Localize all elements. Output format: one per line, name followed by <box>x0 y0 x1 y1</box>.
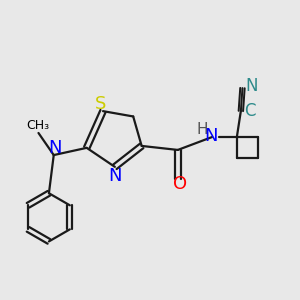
Text: N: N <box>204 127 218 145</box>
Text: CH₃: CH₃ <box>26 119 50 132</box>
Text: C: C <box>244 102 255 120</box>
Text: N: N <box>49 139 62 157</box>
Text: H: H <box>196 122 208 137</box>
Text: N: N <box>245 77 258 95</box>
Text: O: O <box>173 175 187 193</box>
Text: S: S <box>95 95 107 113</box>
Text: N: N <box>108 167 122 185</box>
